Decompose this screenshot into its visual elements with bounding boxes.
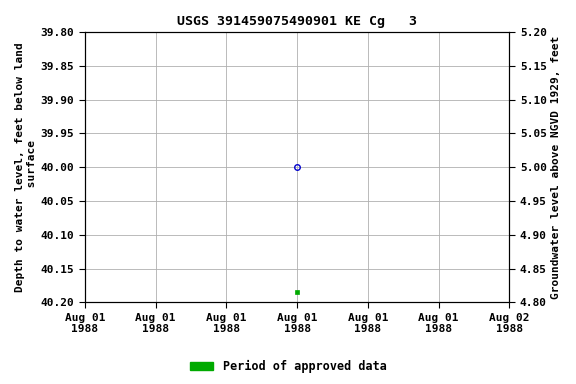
Title: USGS 391459075490901 KE Cg   3: USGS 391459075490901 KE Cg 3 bbox=[177, 15, 417, 28]
Y-axis label: Depth to water level, feet below land
 surface: Depth to water level, feet below land su… bbox=[15, 42, 37, 292]
Y-axis label: Groundwater level above NGVD 1929, feet: Groundwater level above NGVD 1929, feet bbox=[551, 36, 561, 299]
Legend: Period of approved data: Period of approved data bbox=[185, 356, 391, 378]
